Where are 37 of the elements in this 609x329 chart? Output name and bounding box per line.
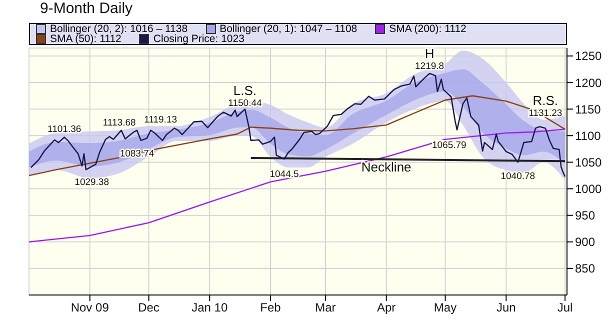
annotation: 1113.68 [102,117,136,128]
x-tick-label: Jul [557,300,573,315]
y-tick-label: 1150 [575,102,602,116]
annotation: 1219.8 [415,61,444,72]
y-tick-label: 1000 [575,182,602,196]
legend-label: SMA (200): 1112 [389,23,466,35]
x-tick-label: Jan 10 [192,300,228,315]
legend-label: Closing Price: 1023 [153,33,244,45]
annotation: 1065.79 [432,140,466,151]
y-tick-label: 1200 [575,76,602,90]
annotation: 1101.36 [48,124,82,135]
annotation: R.S. [532,93,558,108]
x-tick-label: May [434,300,457,315]
annotation: 1044.5 [270,169,299,180]
annotation: L.S. [233,82,257,98]
x-tick-label: Jun [496,300,516,315]
annotation: H [424,46,434,62]
legend-label: SMA (50): 1112 [50,33,122,45]
x-tick-label: Mar [315,300,336,315]
annotation: Neckline [361,160,412,175]
y-tick-label: 1250 [575,49,602,64]
x-tick-label: Apr [377,300,396,315]
annotation: 1029.38 [74,177,110,188]
x-tick-label: Dec [138,300,160,315]
annotation: 1040.78 [500,171,536,182]
y-tick-label: 1100 [575,128,602,143]
legend-label: Bollinger (20, 2): 1016 – 1138 [50,23,188,35]
annotation: 1150.44 [228,98,262,109]
y-tick-label: 950 [575,208,596,223]
x-tick-label: Nov 09 [70,300,110,315]
annotation: 1119.13 [144,114,178,126]
x-tick-label: Feb [260,300,282,315]
y-tick-label: 1050 [575,155,602,170]
y-tick-label: 900 [575,235,596,250]
chart-title: 9-Month Daily [40,0,133,17]
legend-label: Bollinger (20, 1): 1047 – 1108 [220,23,358,35]
y-tick-label: 850 [575,262,596,276]
